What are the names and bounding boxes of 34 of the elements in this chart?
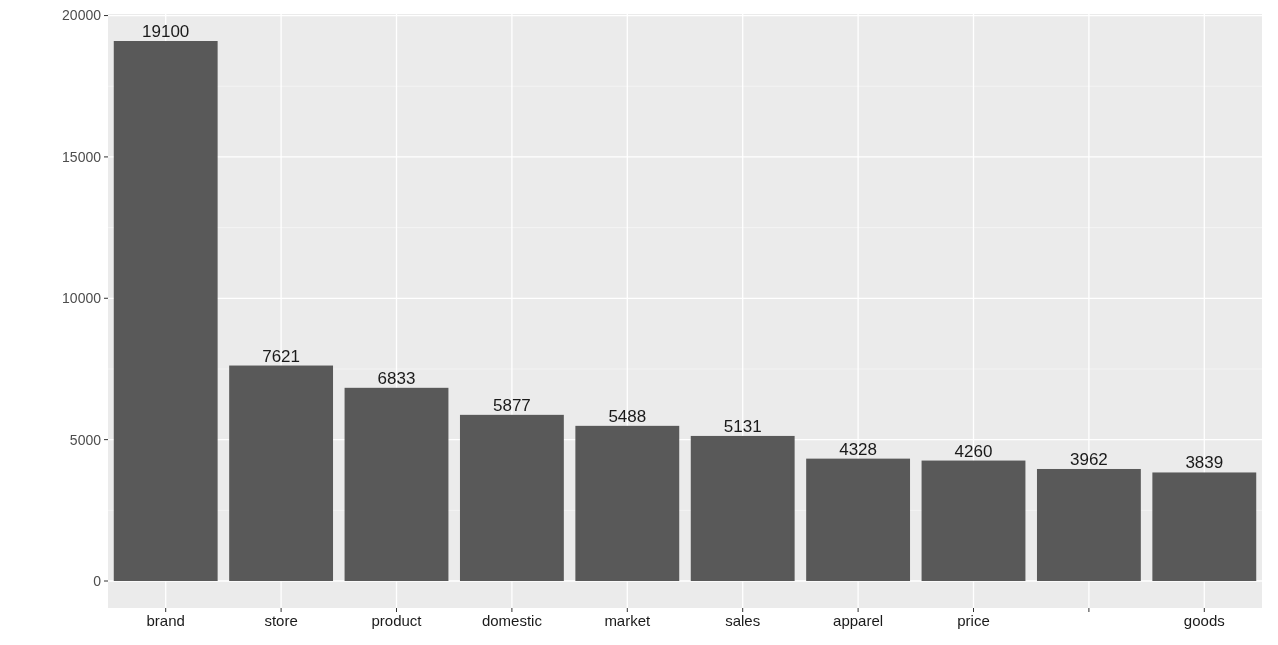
bar xyxy=(113,41,218,581)
bar xyxy=(1036,468,1141,581)
y-tick-label: 5000 xyxy=(69,431,102,448)
bar xyxy=(690,435,795,581)
data-label: 5877 xyxy=(492,395,531,415)
data-label: 3962 xyxy=(1069,449,1108,469)
y-tick-label: 10000 xyxy=(62,290,102,307)
y-tick-label: 15000 xyxy=(62,148,102,165)
data-label: 3839 xyxy=(1185,453,1224,473)
x-tick-label: market xyxy=(604,612,652,629)
data-label: 4328 xyxy=(839,439,878,459)
data-label: 5488 xyxy=(608,406,647,426)
bar xyxy=(921,460,1026,581)
bar xyxy=(806,458,911,581)
data-label: 7621 xyxy=(262,346,301,366)
data-label: 19100 xyxy=(142,22,190,41)
x-tick-label: goods xyxy=(1183,612,1225,629)
x-tick-label: store xyxy=(264,612,298,629)
y-tick-label: 20000 xyxy=(62,7,102,24)
x-tick-label: product xyxy=(371,612,423,629)
x-tick-label: price xyxy=(957,612,990,629)
data-label: 5131 xyxy=(723,416,762,436)
bar xyxy=(229,365,334,581)
y-tick-label: 0 xyxy=(93,572,102,589)
x-tick-label: brand xyxy=(146,612,185,629)
bar xyxy=(344,387,449,581)
data-label: 6833 xyxy=(377,368,416,388)
x-tick-label: domestic xyxy=(481,612,543,629)
bar xyxy=(1152,472,1257,581)
x-tick-label: apparel xyxy=(833,612,884,629)
bar xyxy=(575,425,680,581)
bar xyxy=(459,414,564,581)
x-tick-label: sales xyxy=(725,612,761,629)
data-label: 4260 xyxy=(954,441,993,461)
